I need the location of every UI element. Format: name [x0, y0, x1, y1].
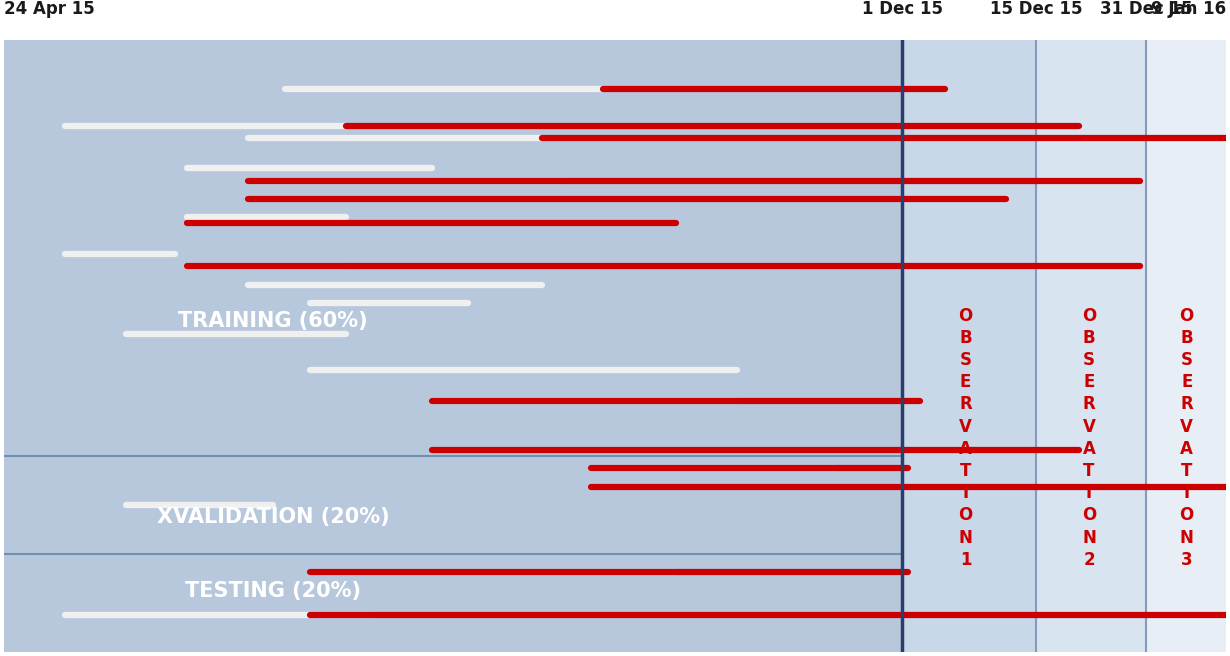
Text: TESTING (20%): TESTING (20%)	[184, 581, 360, 601]
Bar	[4, 456, 902, 554]
Text: 1 Dec 15: 1 Dec 15	[861, 1, 942, 18]
Text: O
B
S
E
R
V
A
T
I
O
N
1: O B S E R V A T I O N 1	[958, 306, 973, 569]
Bar	[4, 40, 902, 456]
Text: 9 Jan 16: 9 Jan 16	[1151, 1, 1226, 18]
Text: O
B
S
E
R
V
A
T
I
O
N
3: O B S E R V A T I O N 3	[1180, 306, 1194, 569]
Bar	[1146, 40, 1226, 652]
Text: TRAINING (60%): TRAINING (60%)	[178, 312, 368, 331]
Text: XVALIDATION (20%): XVALIDATION (20%)	[156, 507, 389, 527]
Text: 31 Dec 15: 31 Dec 15	[1100, 1, 1193, 18]
Bar	[902, 40, 1037, 652]
Bar	[1037, 40, 1146, 652]
Text: 15 Dec 15: 15 Dec 15	[990, 1, 1082, 18]
Bar	[4, 554, 902, 652]
Text: 24 Apr 15: 24 Apr 15	[4, 1, 95, 18]
Text: O
B
S
E
R
V
A
T
I
O
N
2: O B S E R V A T I O N 2	[1082, 306, 1096, 569]
